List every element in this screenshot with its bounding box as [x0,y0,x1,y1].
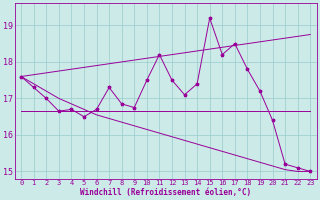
X-axis label: Windchill (Refroidissement éolien,°C): Windchill (Refroidissement éolien,°C) [80,188,251,197]
